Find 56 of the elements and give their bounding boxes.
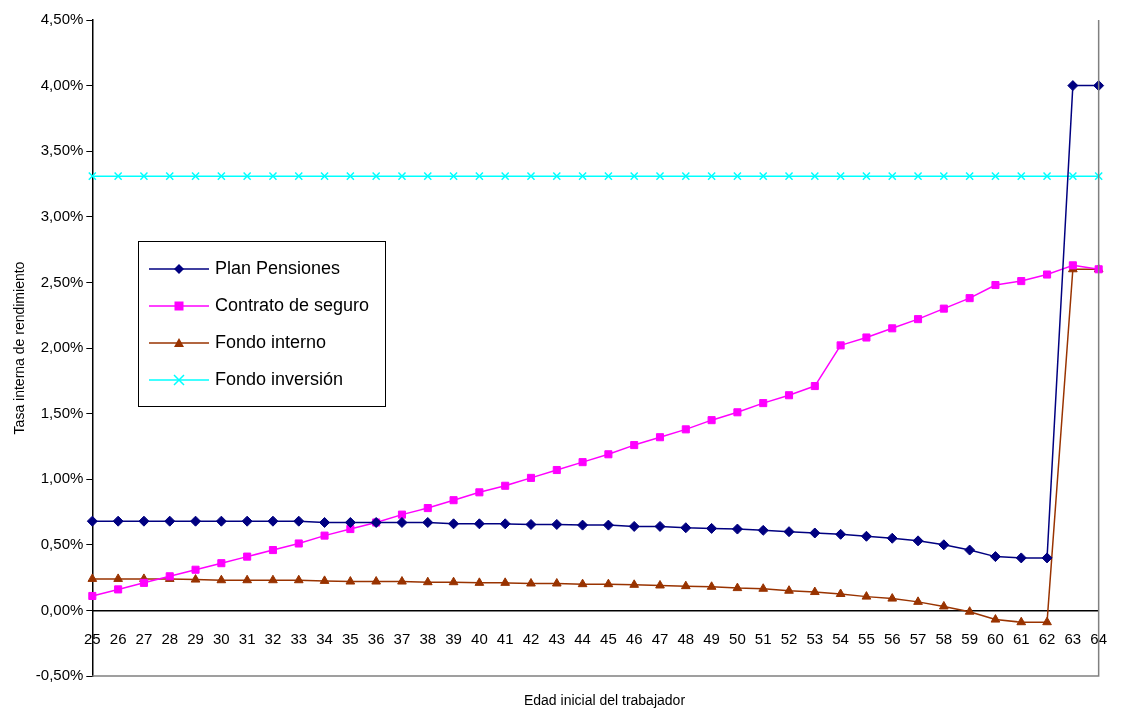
- x-tick-label: 44: [574, 629, 591, 647]
- y-tick-label: 0,00%: [40, 600, 84, 618]
- x-tick-label: 53: [806, 629, 824, 647]
- y-tick-label: 2,50%: [40, 272, 84, 290]
- x-tick-label: 58: [935, 629, 953, 647]
- x-tick-label: 37: [393, 629, 411, 647]
- x-tick-label: 36: [367, 629, 385, 647]
- legend-label: Contrato de seguro: [215, 295, 370, 316]
- legend-label: Fondo inversión: [215, 369, 344, 390]
- x-tick-label: 41: [496, 629, 514, 647]
- y-tick-label: 1,50%: [40, 403, 84, 421]
- x-tick-label: 31: [238, 629, 256, 647]
- x-tick-label: 39: [445, 629, 462, 647]
- x-tick-label: 28: [161, 629, 179, 647]
- x-tick-label: 55: [858, 629, 875, 647]
- x-tick-label: 50: [729, 629, 746, 647]
- x-tick-label: 43: [548, 629, 566, 647]
- x-tick-label: 57: [909, 629, 927, 647]
- x-tick-label: 54: [832, 629, 849, 647]
- x-tick-label: 62: [1038, 629, 1056, 647]
- x-tick-label: 56: [883, 629, 901, 647]
- y-tick-label: 1,00%: [40, 469, 84, 487]
- x-tick-label: 27: [135, 629, 153, 647]
- y-axis-title: Tasa interna de rendimiento: [11, 261, 28, 435]
- y-tick-label: 3,50%: [40, 141, 84, 159]
- x-tick-label: 45: [600, 629, 617, 647]
- y-tick-label: 0,50%: [40, 534, 84, 552]
- x-tick-label: 64: [1090, 629, 1107, 647]
- x-tick-label: 35: [342, 629, 359, 647]
- x-tick-label: 63: [1064, 629, 1082, 647]
- x-tick-label: 48: [677, 629, 695, 647]
- x-tick-label: 40: [471, 629, 488, 647]
- x-tick-label: 33: [290, 629, 308, 647]
- x-tick-label: 42: [522, 629, 540, 647]
- x-tick-label: 30: [213, 629, 230, 647]
- x-tick-label: 38: [419, 629, 437, 647]
- x-tick-label: 46: [625, 629, 643, 647]
- x-tick-label: 59: [961, 629, 978, 647]
- x-tick-label: 32: [264, 629, 282, 647]
- x-tick-label: 60: [987, 629, 1004, 647]
- x-tick-label: 61: [1012, 629, 1030, 647]
- y-tick-label: 4,00%: [40, 75, 84, 93]
- x-tick-label: 26: [109, 629, 127, 647]
- x-tick-label: 49: [703, 629, 720, 647]
- x-tick-label: 51: [754, 629, 772, 647]
- legend-label: Fondo interno: [215, 332, 327, 353]
- x-tick-label: 52: [780, 629, 798, 647]
- y-tick-label: 4,50%: [40, 10, 84, 28]
- y-tick-label: -0,50%: [35, 666, 84, 684]
- x-tick-label: 47: [651, 629, 669, 647]
- x-tick-label: 34: [316, 629, 333, 647]
- y-tick-label: 3,00%: [40, 206, 84, 224]
- x-tick-label: 29: [187, 629, 204, 647]
- legend-label: Plan Pensiones: [215, 258, 341, 279]
- x-axis-title: Edad inicial del trabajador: [522, 692, 687, 708]
- y-tick-label: 2,00%: [40, 338, 84, 356]
